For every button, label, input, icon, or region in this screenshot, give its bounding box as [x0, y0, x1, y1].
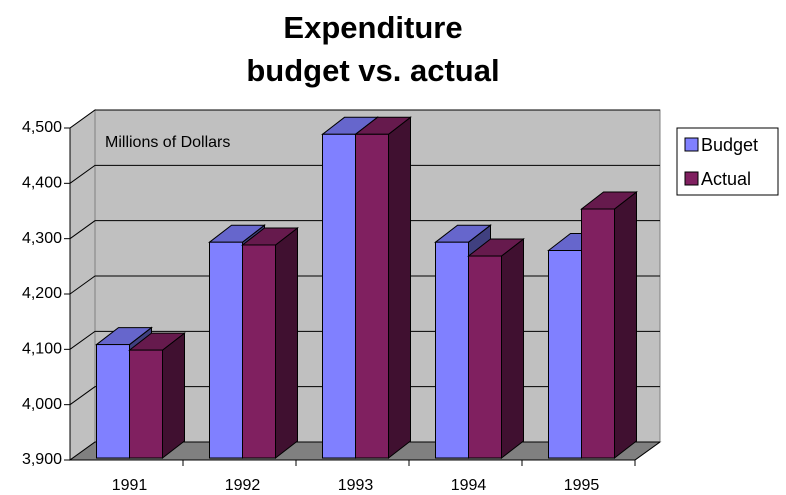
bar-side [388, 116, 411, 460]
y-tick-label: 4,100 [22, 341, 62, 358]
bar [468, 255, 502, 459]
x-tick-label: 1994 [451, 477, 487, 494]
bar-side [162, 332, 185, 460]
x-tick-label: 1995 [564, 477, 600, 494]
bar [96, 344, 130, 459]
bar [435, 241, 469, 459]
y-tick-label: 4,300 [22, 230, 62, 247]
bar-side [501, 238, 524, 460]
bar-side [614, 190, 637, 460]
bar [355, 133, 389, 459]
legend-label: Actual [701, 169, 751, 189]
bar-side [275, 226, 298, 460]
legend-label: Budget [701, 135, 758, 155]
bar [242, 244, 276, 459]
bar [209, 241, 243, 459]
legend-swatch [684, 137, 699, 152]
grid-line [69, 164, 660, 184]
x-tick-label: 1991 [112, 477, 148, 494]
grid-line [69, 109, 660, 129]
bar [129, 349, 163, 459]
x-tick-label: 1992 [225, 477, 261, 494]
y-tick-label: 4,400 [22, 175, 62, 192]
grid-line [69, 220, 660, 240]
x-tick-label: 1993 [338, 477, 374, 494]
legend-swatch [684, 171, 699, 186]
bar [548, 250, 582, 459]
y-tick-label: 4,500 [22, 119, 62, 136]
chart-title: Expenditure [283, 10, 462, 45]
chart-title: budget vs. actual [246, 53, 499, 88]
bar [581, 208, 615, 459]
x-axis-end [634, 441, 661, 461]
bar [322, 133, 356, 459]
y-tick-label: 3,900 [22, 451, 62, 468]
y-tick-label: 4,200 [22, 285, 62, 302]
y-tick-label: 4,000 [22, 396, 62, 413]
annotation: Millions of Dollars [105, 134, 230, 151]
